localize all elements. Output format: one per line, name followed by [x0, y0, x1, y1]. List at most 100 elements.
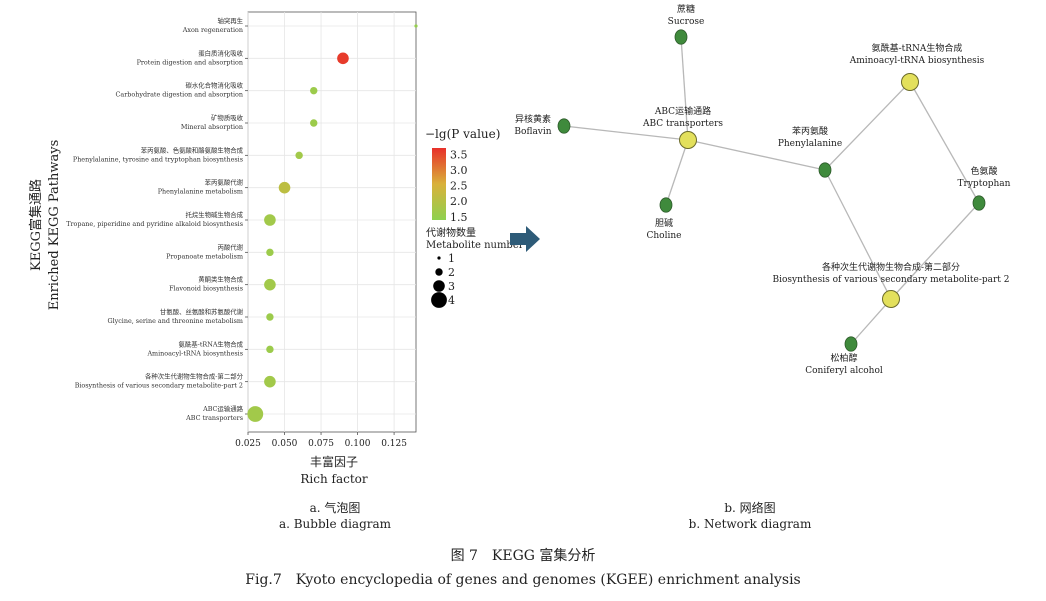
bubble [266, 248, 274, 257]
metabolite-node [557, 118, 571, 134]
network-edge [909, 81, 980, 204]
network-edge [665, 139, 689, 206]
node-label-en: Boflavin [514, 127, 551, 137]
network-node-aminoacyl: 氨酰基-tRNA生物合成 Aminoacyl-tRNA biosynthesis [849, 42, 985, 91]
y-axis-title: Enriched KEGG Pathways [47, 140, 62, 311]
metabolite-node [659, 197, 673, 213]
node-label-cn: 各种次生代谢物生物合成-第二部分 [822, 261, 960, 273]
size-legend-dot [431, 292, 447, 308]
figure-caption: 图 7 KEGG 富集分析 Fig.7 Kyoto encyclopedia o… [120, 545, 926, 589]
bubbles [247, 24, 418, 422]
node-label-cn: 胆碱 [655, 218, 673, 229]
metabolite-node [674, 29, 688, 45]
bubble [310, 119, 318, 127]
y-label-cn: 黄酮类生物合成 [198, 275, 243, 284]
y-label-en: Tropane, piperidine and pyridine alkaloi… [66, 220, 243, 228]
y-label-cn: 碳水化合物消化吸收 [185, 81, 243, 90]
y-label-cn: 各种次生代谢物生物合成-第二部分 [145, 372, 244, 381]
node-label-cn: ABC运输通路 [654, 105, 711, 117]
node-label-cn: 松柏醇 [830, 352, 857, 364]
size-legend-label: 1 [448, 252, 455, 265]
size-legend-dot [435, 268, 443, 276]
y-label-cn: 蛋白质消化吸收 [198, 48, 243, 57]
y-label-en: Aminoacyl-tRNA biosynthesis [146, 349, 243, 357]
network-node-abc: ABC运输通路 ABC transporters [642, 105, 723, 149]
arrow-icon [510, 226, 540, 252]
network-chart: 蔗糖 Sucrose 异核黄素 Boflavin ABC运输通路 ABC transpor… [514, 3, 1010, 376]
color-bar-tick-label: 3.0 [450, 164, 468, 177]
bubble [337, 52, 349, 65]
caption-a-cn: a. 气泡图 [309, 501, 361, 515]
bubble [310, 86, 318, 95]
y-label-en: Carbohydrate digestion and absorption [116, 91, 243, 99]
network-edge [890, 202, 980, 300]
bubble [264, 278, 276, 291]
color-legend-title: −lg(P value) [425, 127, 500, 141]
figure-caption-cn: 图 7 KEGG 富集分析 [450, 548, 596, 564]
caption-b-en: b. Network diagram [688, 517, 812, 531]
size-legend-label: 4 [448, 294, 455, 307]
size-legend-title-cn: 代谢物数量 [426, 226, 476, 239]
bubble [264, 375, 276, 388]
network-node-trp: 色氨酸 Tryptophan [958, 165, 1011, 211]
pathway-node [882, 290, 900, 308]
x-tick-label: 0.125 [381, 439, 407, 449]
color-bar [432, 148, 446, 220]
y-label-en: Mineral absorption [181, 123, 243, 131]
network-node-phe: 苯丙氨酸 Phenylalanine [778, 125, 842, 178]
node-label-en: Biosynthesis of various secondary metabo… [772, 275, 1009, 285]
y-label-en: Phenylalanine metabolism [158, 188, 243, 196]
x-axis-title: Rich factor [300, 472, 368, 486]
network-edge [680, 36, 689, 141]
bubble [247, 406, 264, 422]
node-label-en: ABC transporters [642, 119, 723, 129]
plot-area [247, 11, 417, 433]
grid [247, 12, 416, 432]
y-label-cn: 轴突再生 [217, 16, 243, 25]
bubble [266, 313, 274, 321]
metabolite-node [818, 162, 832, 178]
x-axis-title-cn: 丰富因子 [310, 454, 358, 469]
y-label-en: Protein digestion and absorption [137, 58, 243, 66]
pathway-node [901, 73, 919, 91]
network-node-coniferyl: 松柏醇 Coniferyl alcohol [805, 336, 883, 376]
network-nodes: 蔗糖 Sucrose 异核黄素 Boflavin ABC运输通路 ABC transpor… [514, 3, 1010, 376]
node-label-en: Sucrose [668, 17, 705, 27]
node-label-cn: 色氨酸 [970, 165, 997, 177]
x-tick-label: 0.075 [308, 439, 334, 449]
color-bar-ticks: 3.5 3.0 2.5 2.0 1.5 [450, 148, 468, 224]
network-edge [687, 139, 826, 171]
network-node-choline: 胆碱 Choline [647, 197, 682, 241]
size-legend-title: Metabolite number [426, 240, 524, 251]
color-bar-tick-label: 3.5 [450, 148, 468, 161]
y-axis-title-cn: KEGG富集通路 [28, 179, 44, 271]
y-label-cn: 氨酰基-tRNA生物合成 [179, 339, 244, 348]
node-label-cn: 氨酰基-tRNA生物合成 [872, 42, 963, 54]
node-label-en: Phenylalanine [778, 139, 842, 149]
y-label-cn: 矿物质吸收 [211, 113, 244, 122]
metabolite-node [844, 336, 858, 352]
y-label-en: Propanoate metabolism [166, 252, 243, 260]
node-label-en: Tryptophan [958, 179, 1011, 189]
network-edge [563, 125, 689, 141]
size-legend-label: 2 [448, 266, 455, 279]
pathway-node [679, 131, 697, 149]
size-legend-label: 3 [448, 280, 455, 293]
y-label-en: ABC transporters [185, 414, 243, 422]
network-node-boflavin: 异核黄素 Boflavin [514, 113, 571, 137]
network-edge [824, 169, 892, 300]
bubble [414, 24, 418, 28]
figure-caption-en: Fig.7 Kyoto encyclopedia of genes and ge… [245, 572, 801, 588]
caption-a: a. 气泡图 a. Bubble diagram [230, 499, 440, 531]
bubble [278, 181, 291, 194]
node-label-en: Coniferyl alcohol [805, 366, 883, 376]
node-label-en: Choline [647, 231, 682, 241]
node-label-cn: 蔗糖 [677, 3, 695, 15]
y-label-cn: ABC运输通路 [202, 404, 243, 413]
network-node-biosyn: 各种次生代谢物生物合成-第二部分 Biosynthesis of various … [772, 261, 1010, 308]
y-label-cn: 苯丙氨酸、色氨酸和酪氨酸生物合成 [141, 145, 244, 154]
x-axis-ticks: 0.025 0.050 0.075 0.100 0.125 [235, 432, 407, 449]
y-label-cn: 苯丙氨酸代谢 [205, 178, 244, 187]
